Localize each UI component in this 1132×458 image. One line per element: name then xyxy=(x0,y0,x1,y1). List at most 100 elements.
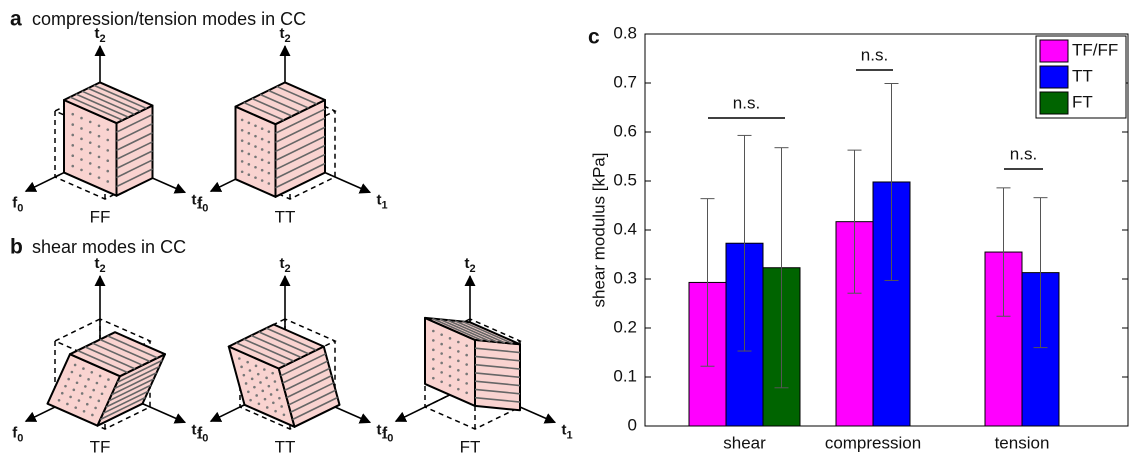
fiber-dot xyxy=(465,344,468,347)
fiber-dot xyxy=(448,384,452,387)
fiber-dot xyxy=(457,368,460,372)
fiber-dot xyxy=(457,387,460,391)
fiber-dot xyxy=(238,357,241,360)
fiber-dot xyxy=(265,376,268,380)
fiber-stripe xyxy=(275,144,326,171)
fiber-stripe xyxy=(432,317,483,342)
axis-symbol-base: f xyxy=(12,194,18,211)
fiber-stripe xyxy=(116,150,153,170)
fiber-dot xyxy=(263,368,266,371)
annotation: n.s. xyxy=(1010,144,1037,163)
fiber-dot xyxy=(247,173,251,176)
axis-symbol-base: f xyxy=(197,424,203,441)
fiber-stripe xyxy=(114,365,160,390)
fiber-dot xyxy=(440,380,443,384)
fiber-dot xyxy=(272,401,275,405)
axis-symbol-base: t xyxy=(279,25,284,42)
fiber-dot xyxy=(440,352,443,355)
axis-symbol-sub: 2 xyxy=(99,263,105,275)
fiber-dot xyxy=(465,372,468,376)
fiber-dot xyxy=(97,399,101,403)
fiber-dot xyxy=(448,365,452,368)
legend-swatch xyxy=(1039,91,1069,115)
fiber-dot xyxy=(80,137,83,141)
reference-outline xyxy=(423,318,522,364)
fiber-dot xyxy=(240,128,244,132)
axis-symbol: t1 xyxy=(376,421,387,441)
fiber-dot xyxy=(250,377,254,381)
fiber-dot xyxy=(85,402,89,406)
fiber-dot xyxy=(246,360,249,364)
fiber-dot xyxy=(57,398,61,402)
panel-title: shear modes in CC xyxy=(32,237,186,257)
fiber-dot xyxy=(89,395,92,399)
reference-outline xyxy=(53,318,152,364)
fiber-stripe xyxy=(280,353,327,377)
fiber-stripe xyxy=(84,346,136,370)
fiber-stripe xyxy=(105,384,152,408)
fiber-dot xyxy=(254,145,257,148)
y-axis-label: shear modulus [kPa] xyxy=(589,153,608,308)
fiber-dot xyxy=(465,391,468,395)
y-tick-label: 0.7 xyxy=(613,72,637,91)
fiber-dot xyxy=(254,155,257,159)
fiber-dot xyxy=(247,142,251,145)
axis-symbol-base: t xyxy=(94,255,99,272)
fiber-dot xyxy=(71,154,75,158)
fiber-stripe xyxy=(286,374,332,399)
fiber-stripe xyxy=(275,126,326,153)
fiber-dot xyxy=(448,337,452,340)
axis-symbol-base: t xyxy=(279,255,284,272)
fiber-stripe xyxy=(462,320,513,345)
fiber-stripe xyxy=(290,389,336,413)
fiber-dot xyxy=(71,112,75,116)
fiber-dot xyxy=(106,159,110,163)
fiber-stripe xyxy=(268,89,309,109)
fiber-dot xyxy=(78,374,82,377)
mode-label: TT xyxy=(275,207,296,226)
fiber-dot xyxy=(88,172,92,176)
fiber-dot xyxy=(240,170,244,174)
axis-symbol-sub: 0 xyxy=(17,432,23,444)
fiber-stripe xyxy=(282,360,329,384)
axis-symbol-sub: 1 xyxy=(381,429,387,441)
fiber-dot xyxy=(274,409,277,413)
fiber-dot xyxy=(80,116,83,120)
fiber-dot xyxy=(88,151,92,155)
fiber-stripe xyxy=(439,318,491,343)
fiber-stripe xyxy=(243,101,285,121)
fiber-dot xyxy=(465,353,468,357)
fiber-dot xyxy=(106,149,110,152)
fiber-stripe xyxy=(454,320,506,344)
fiber-dot xyxy=(440,342,443,346)
fiber-dot xyxy=(448,374,452,378)
fiber-dot xyxy=(88,141,92,144)
fiber-dot xyxy=(257,402,261,406)
axis-symbol-base: t xyxy=(191,191,196,208)
fiber-dot xyxy=(269,393,273,396)
fiber-dot xyxy=(267,151,271,154)
fiber-dot xyxy=(457,350,460,353)
axis-symbol: t2 xyxy=(94,255,105,275)
y-tick-label: 0.3 xyxy=(613,268,637,287)
fiber-stripe xyxy=(235,342,287,366)
axis-symbol-sub: 1 xyxy=(566,429,572,441)
axis-symbol-sub: 1 xyxy=(381,199,387,211)
fiber-dot xyxy=(260,168,264,172)
fiber-dot xyxy=(80,168,83,172)
mode-label: FT xyxy=(460,437,481,456)
fiber-dot xyxy=(64,384,67,388)
fiber-dot xyxy=(240,160,244,163)
fiber-dot xyxy=(106,169,110,173)
fiber-stripe xyxy=(284,367,331,392)
fiber-stripe xyxy=(81,90,135,116)
fiber-dot xyxy=(247,163,251,166)
y-tick-label: 0.6 xyxy=(613,121,637,140)
fiber-dot xyxy=(432,348,435,352)
fiber-dot xyxy=(71,133,75,137)
fiber-stripe xyxy=(265,327,317,351)
fiber-stripe xyxy=(102,390,149,415)
fiber-stripe xyxy=(116,359,163,384)
axis-symbol-base: t xyxy=(464,255,469,272)
